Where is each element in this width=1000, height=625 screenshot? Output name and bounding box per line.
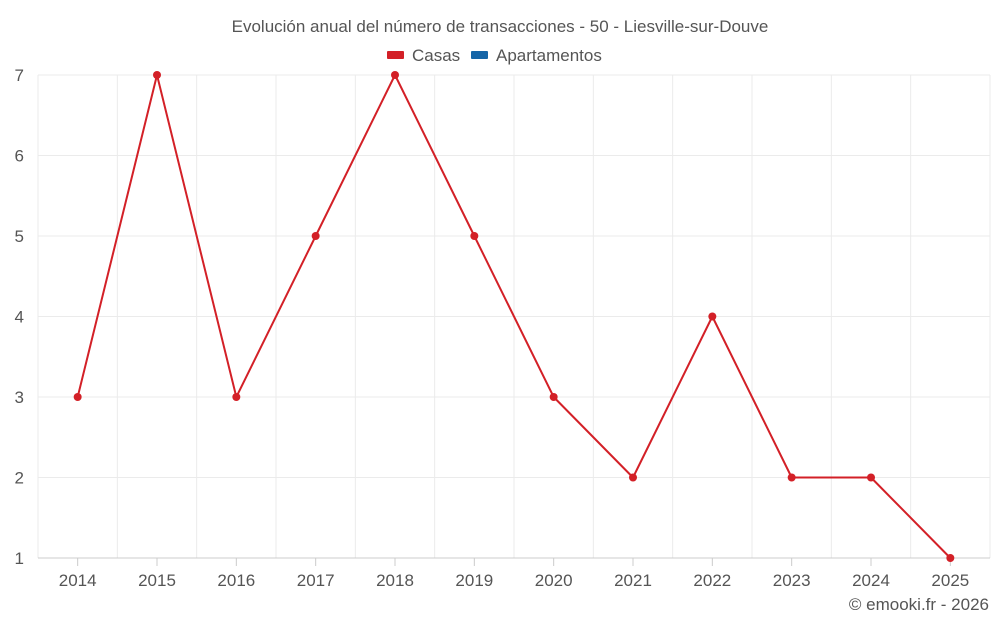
x-tick-label: 2015 <box>138 571 176 590</box>
data-point-casas[interactable] <box>73 393 82 401</box>
data-point-casas[interactable] <box>629 473 637 482</box>
legend-label-apartamentos: Apartamentos <box>496 46 602 65</box>
data-point-casas[interactable] <box>232 393 241 401</box>
x-tick-label: 2020 <box>535 571 573 590</box>
data-point-casas[interactable] <box>946 554 955 562</box>
data-point-casas[interactable] <box>549 393 558 401</box>
legend-swatch-casas <box>387 51 404 59</box>
x-tick-label: 2016 <box>217 571 255 590</box>
y-tick-label: 2 <box>15 469 24 488</box>
x-tick-label: 2019 <box>455 571 493 590</box>
credit-text: © emooki.fr - 2026 <box>849 595 989 614</box>
chart-title: Evolución anual del número de transaccio… <box>232 17 769 36</box>
x-tick-label: 2025 <box>931 571 969 590</box>
y-tick-label: 3 <box>15 388 24 407</box>
x-tick-label: 2017 <box>297 571 335 590</box>
data-point-casas[interactable] <box>311 232 320 240</box>
data-point-casas[interactable] <box>153 71 161 79</box>
series-line-casas <box>76 74 952 559</box>
x-tick-label: 2018 <box>376 571 414 590</box>
y-tick-label: 7 <box>15 66 24 85</box>
x-tick-label: 2014 <box>59 571 97 590</box>
data-point-casas[interactable] <box>470 232 479 240</box>
y-tick-label: 1 <box>15 549 24 568</box>
y-tick-label: 5 <box>15 227 24 246</box>
x-tick-label: 2023 <box>773 571 811 590</box>
series <box>73 71 955 562</box>
x-tick-label: 2022 <box>693 571 731 590</box>
data-point-casas[interactable] <box>708 312 717 321</box>
axes: 1 2 3 4 5 6 7 2014 2015 2016 2017 2018 2019 2020 2021 2… <box>15 66 990 590</box>
legend-item-casas[interactable]: Casas <box>387 46 460 65</box>
y-tick-label: 4 <box>15 308 24 327</box>
x-tick-label: 2024 <box>852 571 890 590</box>
legend-item-apartamentos[interactable]: Apartamentos <box>471 46 602 65</box>
x-tick-label: 2021 <box>614 571 652 590</box>
legend: Casas Apartamentos <box>387 46 602 65</box>
legend-label-casas: Casas <box>412 46 460 65</box>
y-tick-label: 6 <box>15 147 24 166</box>
data-point-casas[interactable] <box>787 473 796 482</box>
legend-swatch-apartamentos <box>471 51 488 59</box>
data-point-casas[interactable] <box>391 71 399 79</box>
data-point-casas[interactable] <box>867 473 875 482</box>
